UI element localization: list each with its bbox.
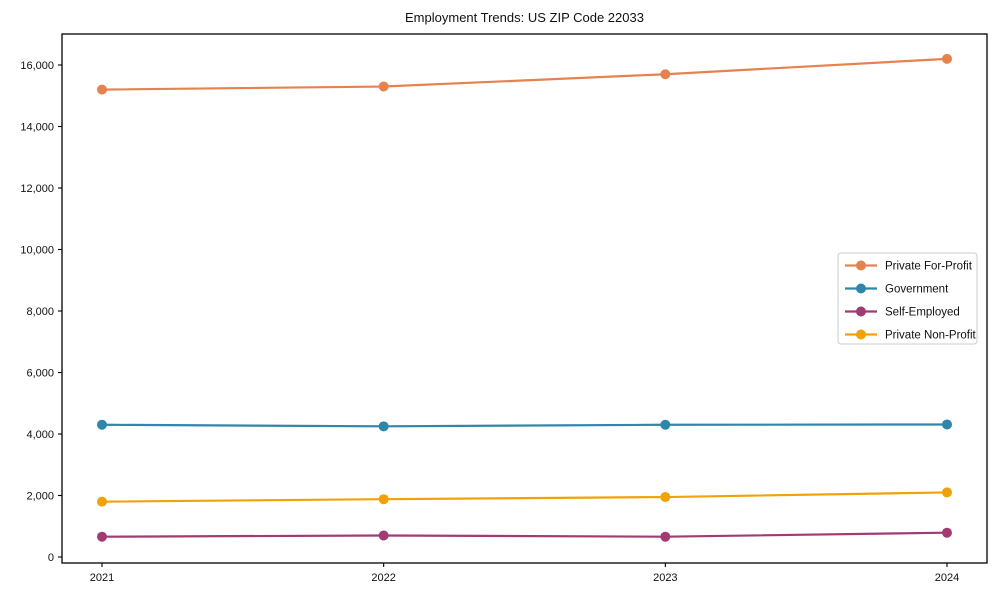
legend-item-label: Private For-Profit <box>885 261 973 273</box>
series-line <box>100 57 949 91</box>
legend-item-label: Government <box>885 284 949 296</box>
data-point-marker <box>378 421 389 432</box>
legend-sample-marker <box>856 329 866 340</box>
y-tick-label: 0 <box>48 552 54 564</box>
y-tick-label: 2,000 <box>26 491 54 503</box>
x-tick-label: 2023 <box>653 572 677 584</box>
x-tick-label: 2024 <box>935 572 959 584</box>
data-point-marker <box>378 81 389 92</box>
legend-sample-marker <box>856 260 866 271</box>
series-line <box>100 491 949 503</box>
data-point-marker <box>942 53 952 64</box>
data-point-marker <box>660 69 671 80</box>
data-point-marker <box>942 419 952 430</box>
y-tick-label: 10,000 <box>20 245 54 257</box>
data-point-marker <box>942 487 952 498</box>
chart-title: Employment Trends: US ZIP Code 22033 <box>405 10 644 25</box>
data-point-marker <box>97 84 107 95</box>
y-tick-label: 12,000 <box>20 183 54 195</box>
legend-item-label: Private Non-Profit <box>885 330 977 342</box>
data-point-marker <box>97 419 107 430</box>
data-point-marker <box>660 492 671 503</box>
data-point-marker <box>378 494 389 505</box>
series-line <box>100 423 949 428</box>
series-line <box>100 531 949 538</box>
x-tick-label: 2021 <box>90 572 114 584</box>
data-point-marker <box>942 527 952 538</box>
x-tick-label: 2022 <box>371 572 395 584</box>
data-point-marker <box>660 531 671 542</box>
y-tick-label: 8,000 <box>26 306 54 318</box>
legend-box <box>837 252 978 345</box>
y-tick-label: 4,000 <box>26 429 54 441</box>
data-point-marker <box>660 419 671 430</box>
data-point-marker <box>97 531 107 542</box>
legend-sample-marker <box>856 283 866 294</box>
y-tick-label: 16,000 <box>20 60 54 72</box>
data-point-marker <box>378 530 389 541</box>
y-tick-label: 6,000 <box>26 368 54 380</box>
data-point-marker <box>97 496 107 507</box>
y-tick-label: 14,000 <box>20 122 54 134</box>
legend-item-label: Self-Employed <box>885 307 960 319</box>
plot-border <box>61 33 988 564</box>
legend-sample-marker <box>856 306 866 317</box>
legend: Private For-Profit Government Self-Employe… <box>837 252 978 345</box>
